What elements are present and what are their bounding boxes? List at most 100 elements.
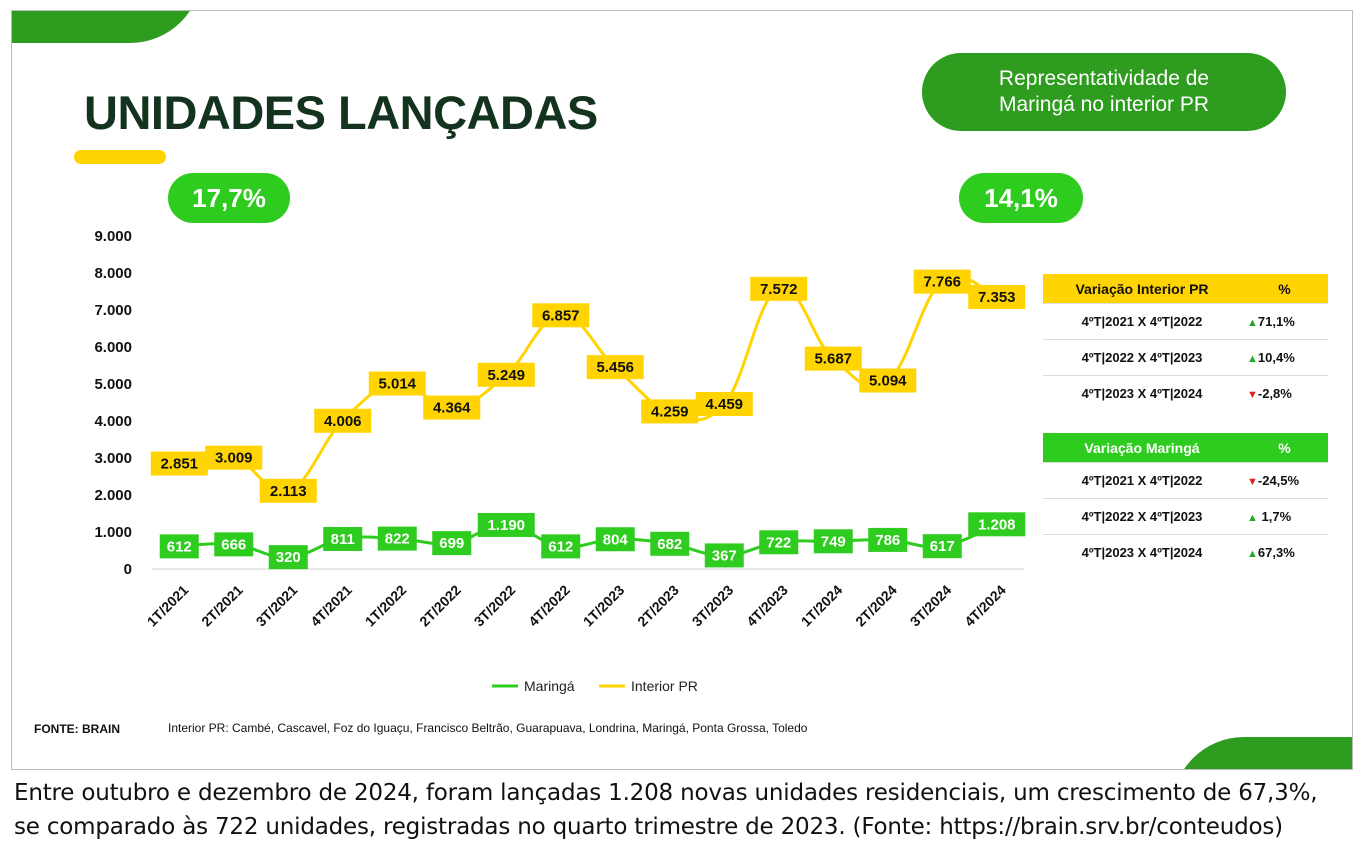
series-interior-label-box	[150, 451, 208, 476]
interior-table-period: 4ºT|2022 X 4ºT|2023	[1043, 339, 1241, 376]
series-maringa-label-box	[268, 545, 308, 570]
series-maringa-data-label: 722	[766, 534, 791, 551]
series-maringa-label-box	[377, 526, 417, 551]
triangle-up-icon: ▲	[1247, 317, 1258, 329]
series-interior-label-box	[859, 368, 917, 393]
series-maringa-label-box	[868, 527, 908, 552]
representatividade-box: Representatividade de Maringá no interio…	[922, 53, 1286, 131]
y-tick-label: 2.000	[94, 487, 132, 504]
series-maringa-label-box	[541, 534, 581, 559]
y-tick-label: 6.000	[94, 339, 132, 356]
series-interior-data-label: 5.094	[869, 373, 907, 390]
source-description: Interior PR: Cambé, Cascavel, Foz do Igu…	[168, 721, 808, 735]
series-interior-data-label: 5.456	[596, 359, 634, 376]
maringa-table-value-text: 1,7%	[1257, 509, 1292, 524]
series-interior-data-label: 4.459	[705, 396, 743, 413]
interior-table-row: 4ºT|2021 X 4ºT|2022 ▲71,1%	[1043, 303, 1328, 340]
line-chart: 0 1.000 2.000 3.000 4.000 5.000 6.000 7.000 8.00…	[94, 228, 1026, 694]
series-maringa-data-label: 786	[875, 532, 900, 549]
series-interior-data-label: 7.766	[923, 274, 961, 291]
legend-label-maringa: Maringá	[524, 678, 575, 694]
y-tick-label: 1.000	[94, 524, 132, 541]
series-maringa-label-box	[813, 529, 853, 554]
title-underline	[74, 150, 166, 164]
series-maringa-data-label: 367	[712, 547, 737, 564]
interior-table-value-text: 71,1%	[1257, 314, 1295, 329]
interior-table-value: ▲71,1%	[1241, 303, 1328, 340]
x-tick-label: 2T/2021	[198, 582, 246, 630]
series-interior-data-label: 4.259	[651, 403, 689, 420]
series-maringa-data-label: 617	[930, 538, 955, 555]
series-interior-label-box	[423, 395, 481, 420]
table-header-label: Variação Maringá	[1043, 433, 1241, 463]
series-interior-data-label: 2.113	[270, 483, 307, 500]
x-tick-label: 2T/2023	[634, 582, 682, 630]
series-maringa-data-label: 822	[385, 531, 410, 548]
maringa-table-row: 4ºT|2023 X 4ºT|2024 ▲67,3%	[1043, 534, 1328, 570]
maringa-table-value: ▲67,3%	[1241, 534, 1328, 570]
maringa-table-value-text: 67,3%	[1257, 545, 1295, 560]
series-maringa-data-label: 612	[167, 538, 192, 555]
series-maringa-data-label: 699	[439, 535, 464, 552]
series-maringa-data-label: 1.190	[487, 517, 525, 534]
interior-table-row: 4ºT|2023 X 4ºT|2024 ▼-2,8%	[1043, 375, 1328, 411]
series-interior-label-box	[750, 276, 808, 301]
x-tick-label: 4T/2024	[961, 582, 1009, 630]
series-maringa-data-label: 1.208	[978, 516, 1016, 533]
caption-line1: Entre outubro e dezembro de 2024, foram …	[14, 780, 1318, 806]
infographic-slide: UNIDADES LANÇADAS Representatividade de …	[11, 10, 1353, 770]
pct-last-badge: 14,1%	[959, 173, 1083, 223]
table-header-pct: %	[1241, 433, 1328, 463]
series-interior-label-box	[968, 284, 1026, 309]
pct-first-badge: 17,7%	[168, 173, 290, 223]
triangle-down-icon: ▼	[1247, 389, 1258, 401]
series-interior-label-box	[205, 445, 263, 470]
interior-table-value: ▼-2,8%	[1241, 375, 1328, 411]
series-interior-label-box	[586, 355, 644, 380]
x-tick-label: 1T/2021	[144, 582, 192, 630]
series-interior-data-label: 7.353	[978, 289, 1016, 306]
x-tick-label: 4T/2023	[743, 582, 791, 630]
series-maringa-label-box	[477, 512, 535, 537]
series-interior-data-label: 5.014	[378, 375, 416, 392]
x-tick-label: 2T/2024	[852, 582, 900, 630]
x-tick-label: 3T/2022	[471, 582, 519, 630]
maringa-table-period: 4ºT|2021 X 4ºT|2022	[1043, 462, 1241, 499]
maringa-table-period: 4ºT|2022 X 4ºT|2023	[1043, 498, 1241, 535]
series-interior-data-label: 2.851	[160, 456, 198, 473]
x-tick-label: 1T/2024	[798, 582, 846, 630]
series-maringa-label-box	[968, 512, 1026, 537]
series-interior-label-box	[368, 371, 426, 396]
series-interior-label-box	[259, 478, 317, 503]
series-maringa-label-box	[432, 531, 472, 556]
table-header-label: Variação Interior PR	[1043, 274, 1241, 304]
caption-line2: se comparado às 722 unidades, registrada…	[14, 814, 1283, 840]
table-variacao-maringa: Variação Maringá % 4ºT|2021 X 4ºT|2022 ▼-…	[1043, 433, 1328, 570]
series-maringa-label-box	[159, 534, 199, 559]
maringa-table-value: ▼-24,5%	[1241, 462, 1328, 499]
series-maringa-data-label: 804	[603, 531, 629, 548]
x-tick-label: 1T/2022	[362, 582, 410, 630]
series-interior-data-label: 5.249	[487, 367, 525, 384]
series-maringa-data-label: 612	[548, 538, 573, 555]
maringa-table-row: 4ºT|2021 X 4ºT|2022 ▼-24,5%	[1043, 462, 1328, 499]
representatividade-line1: Representatividade de	[998, 67, 1210, 90]
interior-table-period: 4ºT|2023 X 4ºT|2024	[1043, 375, 1241, 411]
interior-table-row: 4ºT|2022 X 4ºT|2023 ▲10,4%	[1043, 339, 1328, 376]
series-maringa-data-label: 811	[331, 531, 355, 548]
y-tick-label: 5.000	[94, 376, 132, 393]
series-maringa-label-box	[214, 532, 254, 557]
interior-table-value-text: 10,4%	[1257, 350, 1295, 365]
x-tick-label: 3T/2021	[253, 582, 301, 630]
x-tick-label: 4T/2021	[307, 582, 355, 630]
corner-decoration-bottom-right	[1172, 737, 1352, 769]
series-maringa-line	[179, 522, 998, 559]
y-tick-label: 4.000	[94, 413, 132, 430]
series-interior-label-box	[913, 269, 971, 294]
series-interior-label-box	[641, 399, 699, 424]
source-label: FONTE: BRAIN	[34, 722, 120, 736]
x-tick-label: 2T/2022	[416, 582, 464, 630]
series-interior-label-box	[695, 392, 753, 417]
representatividade-line2: Maringá no interior PR	[998, 93, 1210, 116]
maringa-table-value: ▲ 1,7%	[1241, 498, 1328, 535]
